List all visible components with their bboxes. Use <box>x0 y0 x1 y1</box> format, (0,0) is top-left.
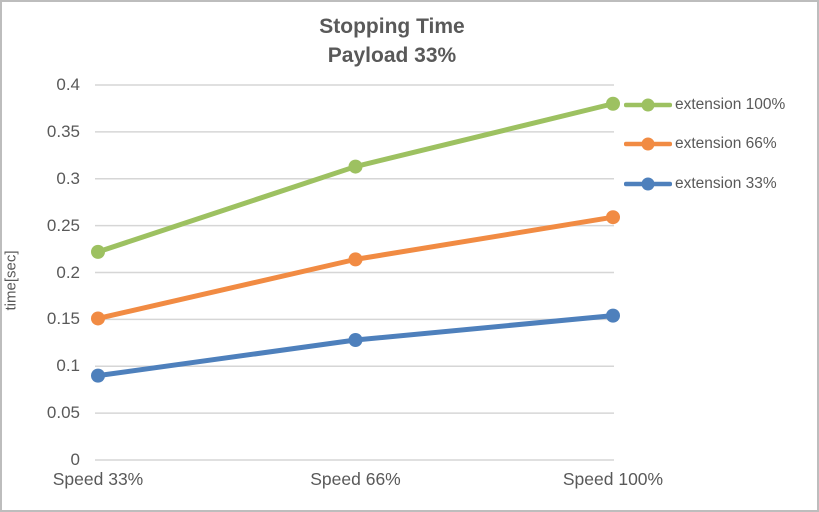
legend-line-marker-icon <box>624 177 672 191</box>
y-tick-label: 0.2 <box>56 262 80 282</box>
data-point-marker <box>91 311 105 326</box>
x-axis-label: Speed 33% <box>52 469 144 489</box>
data-point-marker <box>348 159 363 174</box>
chart-title: Stopping Time <box>319 15 465 38</box>
data-point-marker <box>606 210 620 225</box>
chart-title-block: Stopping Time Payload 33% <box>2 12 782 70</box>
data-point-marker <box>91 368 105 383</box>
legend: extension 100% extension 66% extension 33% <box>624 85 817 204</box>
y-axis-title: time[sec] <box>2 250 20 311</box>
data-point-marker <box>91 244 105 259</box>
data-point-marker <box>348 333 363 347</box>
y-tick-label: 0.05 <box>46 403 80 423</box>
legend-item: extension 66% <box>624 125 817 165</box>
legend-label: extension 33% <box>675 174 777 192</box>
chart-subtitle: Payload 33% <box>327 44 457 67</box>
x-axis-label: Speed 100% <box>562 469 664 489</box>
y-tick-label: 0.4 <box>56 75 80 94</box>
y-tick-label: 0.25 <box>46 215 80 235</box>
legend-line-marker-icon <box>624 137 672 151</box>
series-line-extension-66- <box>95 214 616 321</box>
data-point-marker <box>606 308 620 323</box>
legend-label: extension 100% <box>675 95 786 113</box>
legend-label: extension 66% <box>675 135 777 153</box>
y-tick-label: 0.3 <box>56 168 80 188</box>
legend-item: extension 33% <box>624 164 817 204</box>
data-point-marker <box>606 96 620 111</box>
legend-line-marker-icon <box>624 98 672 112</box>
y-tick-label: 0 <box>70 450 80 469</box>
data-point-marker <box>348 252 363 267</box>
y-tick-label: 0.1 <box>56 356 80 376</box>
legend-item: extension 100% <box>624 85 817 125</box>
y-tick-label: 0.35 <box>46 121 80 141</box>
y-tick-label: 0.15 <box>46 309 80 329</box>
x-axis-label: Speed 66% <box>310 469 401 489</box>
